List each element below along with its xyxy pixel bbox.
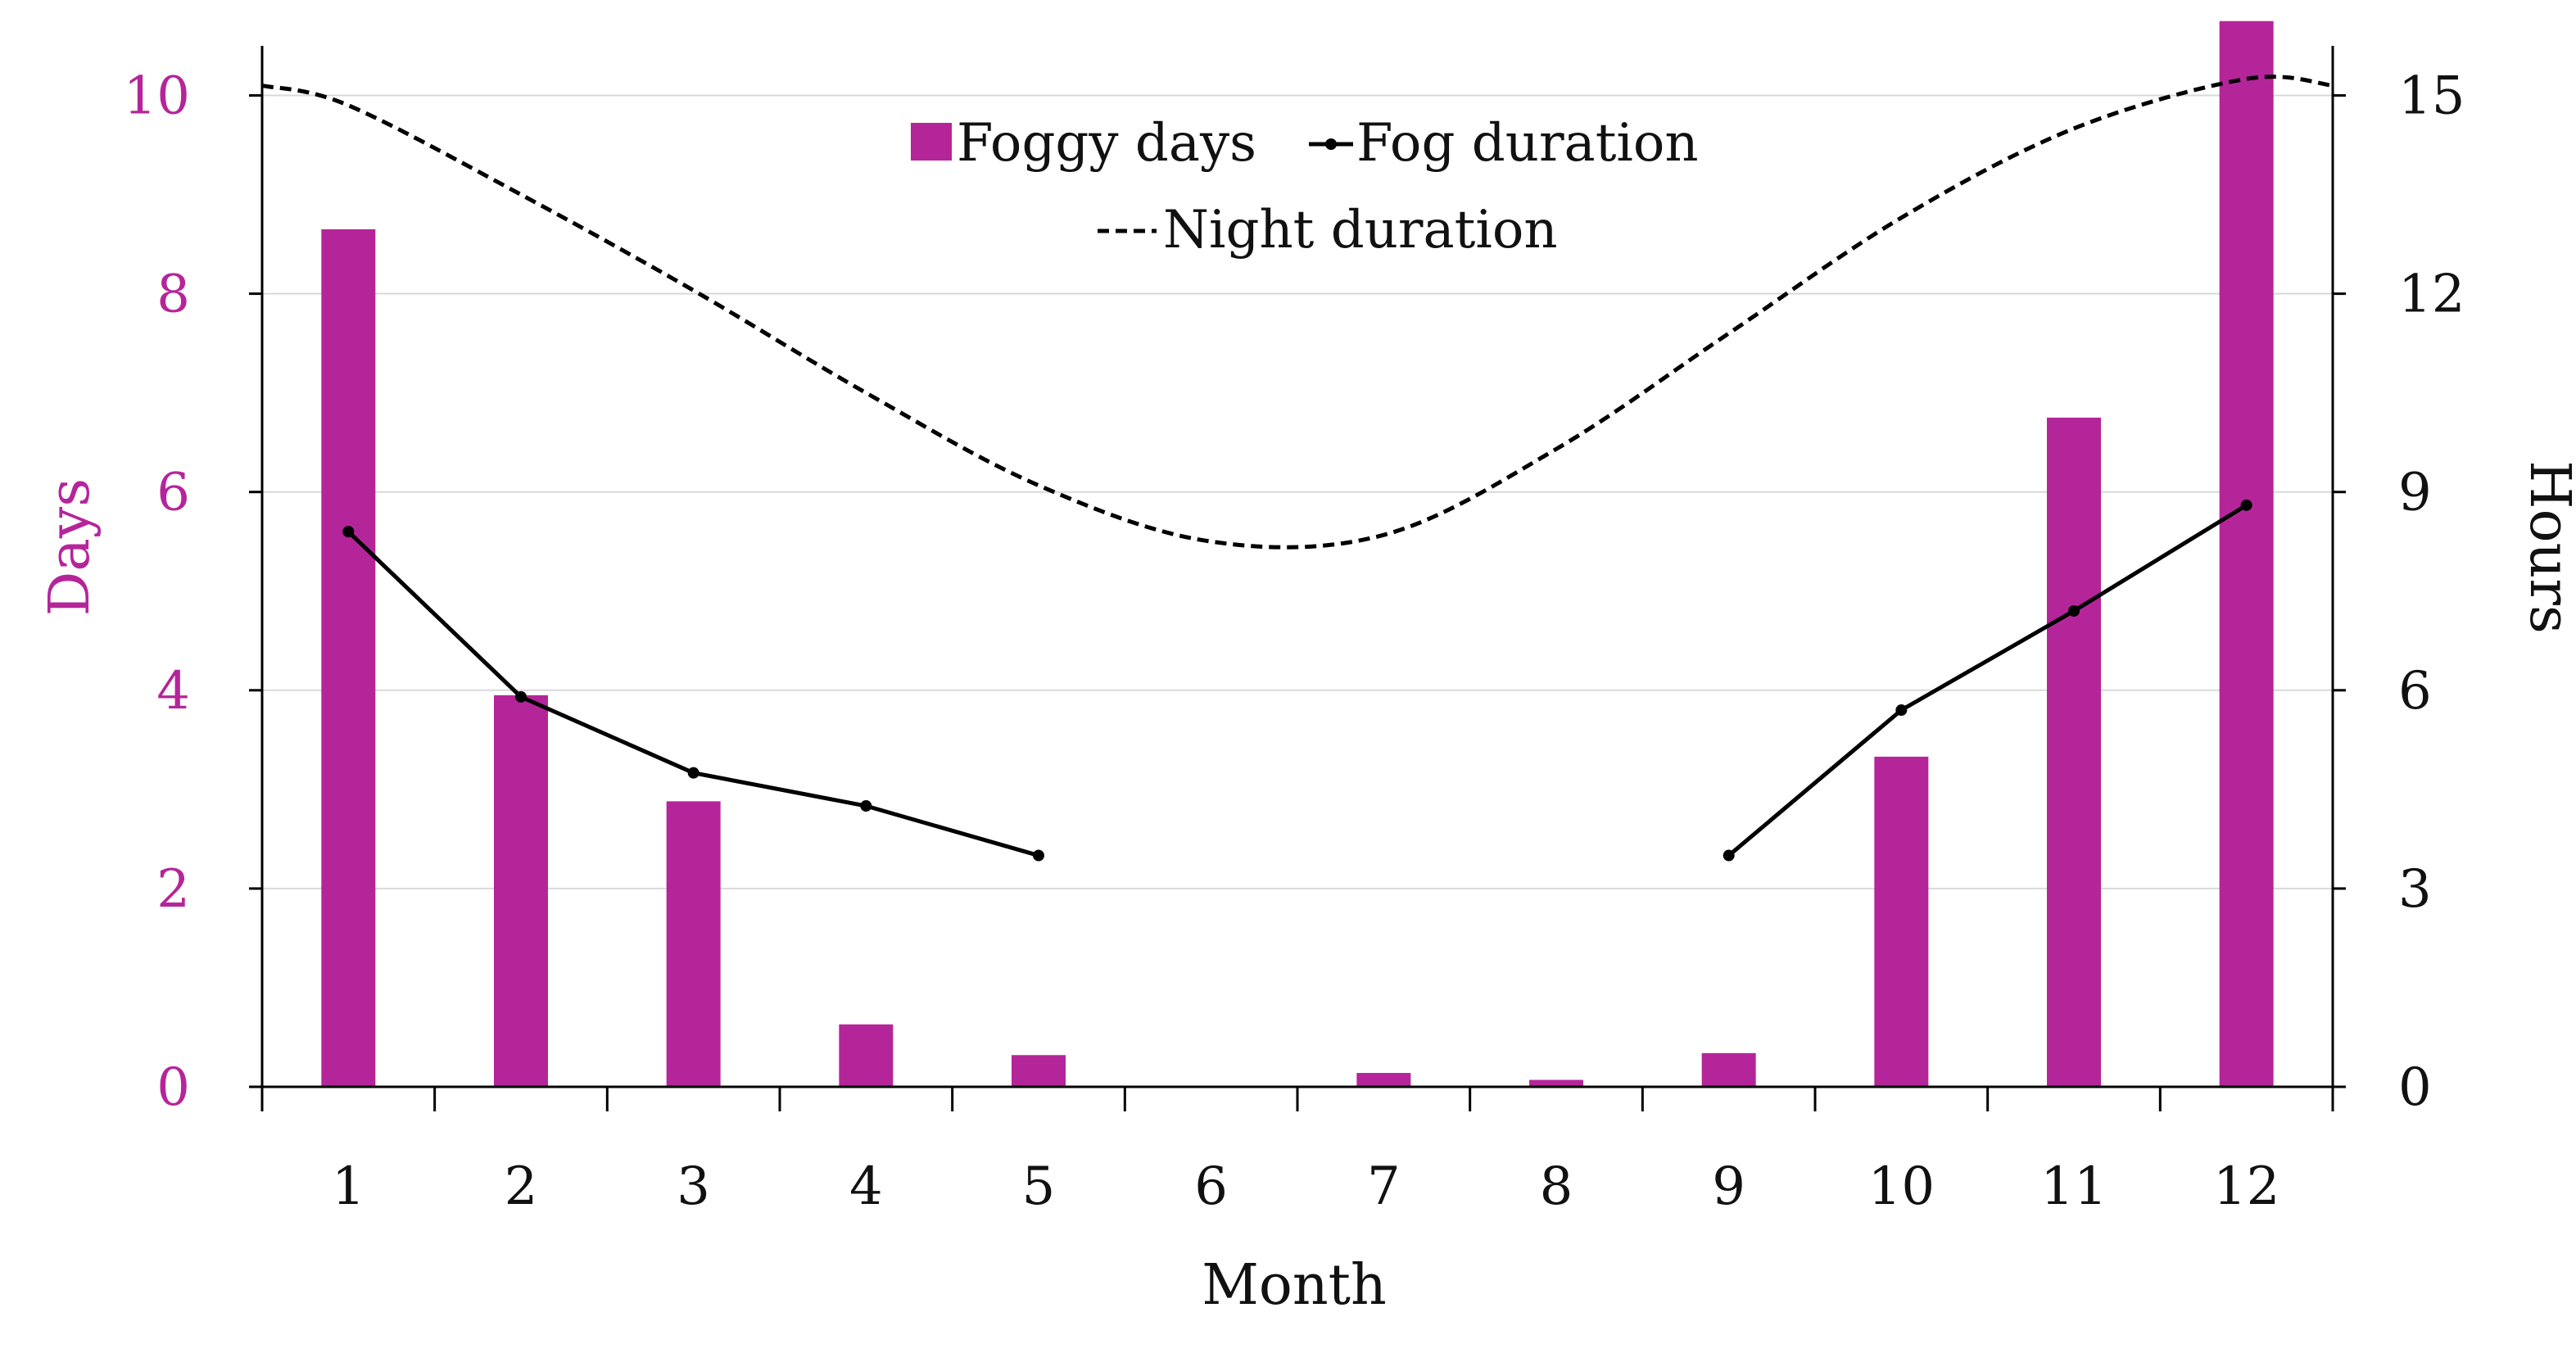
legend-label-foggy-days: Foggy days <box>957 113 1256 174</box>
x-tick-label: 8 <box>1540 1156 1573 1217</box>
bar-foggy-days <box>1012 1055 1066 1087</box>
x-tick-label: 6 <box>1194 1156 1228 1217</box>
x-tick-label: 11 <box>2040 1156 2107 1217</box>
bar-foggy-days <box>839 1024 894 1087</box>
fog-duration-point <box>2240 499 2252 511</box>
left-y-tick-label: 4 <box>156 661 190 722</box>
left-y-tick-label: 2 <box>156 859 190 920</box>
x-tick-label: 9 <box>1712 1156 1745 1217</box>
fog-duration-segment <box>1727 503 2248 858</box>
x-tick-label: 1 <box>332 1156 365 1217</box>
left-y-tick-label: 0 <box>156 1057 190 1118</box>
bar-foggy-days <box>1356 1073 1411 1087</box>
fog-duration-point <box>1033 849 1044 862</box>
bar-foggy-days <box>2047 417 2101 1087</box>
x-tick-label: 12 <box>2213 1156 2279 1217</box>
bar-foggy-days <box>1529 1079 1583 1087</box>
left-y-axis-title: Days <box>38 478 102 616</box>
right-y-axis-title: Hours <box>2517 460 2576 633</box>
right-y-tick-labels: 0 3 6 9 12 15 <box>2398 66 2465 1118</box>
x-tick-label: 4 <box>849 1156 883 1217</box>
fog-duration-point <box>515 690 527 703</box>
x-tick-label: 2 <box>505 1156 538 1217</box>
bar-foggy-days <box>666 801 721 1087</box>
bar-foggy-days <box>494 695 548 1087</box>
fog-duration-point <box>687 767 699 779</box>
x-tick-label: 10 <box>1868 1156 1935 1217</box>
bar-foggy-days <box>2219 20 2274 1088</box>
left-y-tick-label: 8 <box>156 265 190 325</box>
legend-marker-fog-duration <box>1325 138 1337 150</box>
legend-label-night-duration: Night duration <box>1163 200 1558 260</box>
right-y-tick-label: 0 <box>2398 1057 2432 1118</box>
right-y-tick-label: 6 <box>2398 661 2432 722</box>
x-tick-labels: 1 2 3 4 5 6 7 8 9 10 11 12 <box>332 1156 2279 1217</box>
fog-duration-line <box>342 499 2252 862</box>
legend-swatch-foggy-days <box>911 123 952 161</box>
bar-foggy-days <box>321 229 376 1087</box>
bar-foggy-days <box>1874 756 1929 1087</box>
bar-foggy-days <box>1701 1052 1756 1087</box>
right-y-tick-label: 15 <box>2398 66 2465 127</box>
right-y-tick-label: 12 <box>2398 265 2465 325</box>
fog-duration-point <box>1723 849 1735 862</box>
axes <box>249 46 2346 1111</box>
legend: Foggy days Fog duration Night duration <box>911 113 1699 260</box>
left-y-tick-label: 6 <box>156 463 190 523</box>
x-tick-label: 7 <box>1367 1156 1401 1217</box>
gridlines <box>262 94 2333 889</box>
left-y-tick-label: 10 <box>124 66 190 127</box>
fog-duration-point <box>1895 704 1908 717</box>
night-duration-curve <box>261 75 2334 550</box>
night-duration-line <box>261 75 2334 550</box>
x-axis-title: Month <box>1202 1253 1386 1318</box>
foggy-days-bars <box>321 20 2274 1088</box>
fog-duration-point <box>860 800 872 812</box>
right-y-tick-label: 9 <box>2398 463 2432 523</box>
x-tick-label: 5 <box>1022 1156 1056 1217</box>
right-y-tick-label: 3 <box>2398 859 2432 920</box>
x-tick-label: 3 <box>677 1156 710 1217</box>
fog-duration-point <box>342 526 355 538</box>
fog-duration-point <box>2068 604 2080 617</box>
legend-label-fog-duration: Fog duration <box>1356 113 1699 174</box>
left-y-tick-labels: 0 2 4 6 8 10 <box>124 66 190 1118</box>
